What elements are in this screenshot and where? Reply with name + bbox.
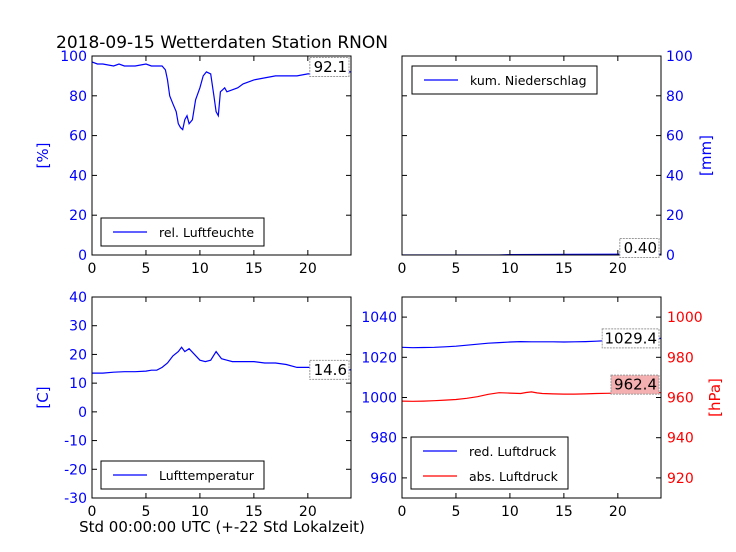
precipitation-frame — [401, 55, 662, 256]
pressure-ytick-right-label: 940 — [667, 431, 694, 447]
precipitation-legend-label: kum. Niederschlag — [470, 73, 587, 88]
temperature-value-label-box — [309, 359, 350, 380]
pressure-ytick-right-label: 920 — [667, 471, 694, 487]
precipitation-xtick-label: 10 — [501, 261, 519, 277]
precipitation-ytick-label: 0 — [666, 248, 675, 264]
temperature-ytick-label: -30 — [64, 491, 87, 507]
pressure-ytick-label: 1020 — [361, 350, 397, 366]
pressure-ytick-label: 960 — [370, 471, 397, 487]
pressure-ytick-label: 980 — [370, 431, 397, 447]
humidity-value-label-box — [309, 57, 350, 77]
temperature-ytick-label: 10 — [69, 376, 87, 392]
pressure-value-label: 1029.4 — [605, 329, 658, 347]
humidity-xtick-label: 15 — [245, 261, 263, 277]
precipitation-ytick-label: 100 — [666, 49, 693, 65]
humidity-xtick-label: 20 — [299, 261, 317, 277]
precipitation-xtick-label: 5 — [451, 261, 460, 277]
pressure-xtick-label: 0 — [398, 504, 407, 520]
pressure-ytick-label: 1000 — [361, 391, 397, 407]
temperature-value-label: 14.6 — [314, 361, 347, 379]
temperature-panel: 0 5 10 15 20 -30 -20 -10 0 10 20 30 40 [C] Lufttempera… — [34, 290, 352, 520]
pressure-ytick-right-label: 980 — [667, 350, 694, 366]
humidity-ytick-label: 0 — [78, 248, 87, 264]
temperature-xtick-label: 5 — [141, 504, 150, 520]
temperature-xtick-label: 10 — [191, 504, 209, 520]
pressure-ylabel-right: [hPa] — [706, 378, 724, 417]
pressure-panel: 0 5 10 15 20 960 980 1000 1020 1040 920 940 960 980 10… — [361, 296, 724, 520]
humidity-ytick-label: 60 — [69, 129, 87, 145]
humidity-ytick-label: 80 — [69, 89, 87, 105]
precipitation-ytick-label: 60 — [666, 129, 684, 145]
precipitation-xtick-label: 15 — [555, 261, 573, 277]
temperature-ytick-label: 0 — [78, 405, 87, 421]
pressure-xtick-label: 10 — [501, 504, 519, 520]
humidity-xtick-label: 5 — [141, 261, 150, 277]
precipitation-ytick-label: 40 — [666, 168, 684, 184]
humidity-xtick-label: 10 — [191, 261, 209, 277]
pressure-legend-label: abs. Luftdruck — [469, 469, 559, 484]
precipitation-ylabel: [mm] — [697, 135, 715, 176]
precipitation-panel: 0 5 10 15 20 0 20 40 60 80 100 [mm] kum. Niederschla… — [398, 49, 715, 277]
humidity-legend-label: rel. Luftfeuchte — [159, 225, 254, 240]
temperature-frame — [91, 296, 352, 499]
pressure-value-label-right: 962.4 — [614, 376, 657, 394]
precipitation-value-label: 0.40 — [624, 239, 657, 257]
precipitation-xtick-label: 0 — [398, 261, 407, 277]
humidity-ylabel: [%] — [34, 143, 52, 169]
pressure-value-label-box — [601, 328, 660, 349]
humidity-value-label: 92.1 — [314, 58, 347, 76]
temperature-xtick-label: 20 — [299, 504, 317, 520]
precipitation-xtick-label: 20 — [609, 261, 627, 277]
pressure-legend-box — [410, 436, 569, 490]
pressure-xtick-label: 15 — [555, 504, 573, 520]
figure-title: 2018-09-15 Wetterdaten Station RNON — [56, 33, 388, 53]
pressure-value-label-right-box — [610, 374, 660, 395]
temperature-ytick-label: 20 — [69, 347, 87, 363]
humidity-series-line-0 — [92, 61, 351, 131]
pressure-ytick-label: 1040 — [361, 310, 397, 326]
pressure-xtick-label: 5 — [451, 504, 460, 520]
temperature-series-line-0 — [92, 346, 351, 374]
humidity-ytick-label: 40 — [69, 168, 87, 184]
temperature-xtick-label: 0 — [88, 504, 97, 520]
figure-xlabel: Std 00:00:00 UTC (+-22 Std Lokalzeit) — [79, 518, 365, 536]
temperature-ytick-label: 40 — [69, 290, 87, 306]
temperature-ytick-label: -20 — [64, 462, 87, 478]
precipitation-ytick-label: 20 — [666, 208, 684, 224]
temperature-ytick-label: 30 — [69, 319, 87, 335]
precipitation-value-label-box — [619, 238, 660, 258]
pressure-xtick-label: 20 — [609, 504, 627, 520]
pressure-ytick-right-label: 1000 — [667, 310, 703, 326]
humidity-xtick-label: 0 — [88, 261, 97, 277]
temperature-xtick-label: 15 — [245, 504, 263, 520]
pressure-ytick-right-label: 960 — [667, 391, 694, 407]
temperature-ylabel: [C] — [34, 386, 52, 408]
humidity-panel: 0 5 10 15 20 0 20 40 60 80 100 [%] rel. Luftfeuchte 9… — [34, 49, 352, 277]
pressure-legend-label: red. Luftdruck — [469, 444, 557, 459]
temperature-ytick-label: -10 — [64, 434, 87, 450]
temperature-legend-label: Lufttemperatur — [159, 468, 255, 483]
humidity-ytick-label: 100 — [60, 49, 87, 65]
humidity-ytick-label: 20 — [69, 208, 87, 224]
humidity-frame — [91, 55, 352, 256]
precipitation-ytick-label: 80 — [666, 89, 684, 105]
